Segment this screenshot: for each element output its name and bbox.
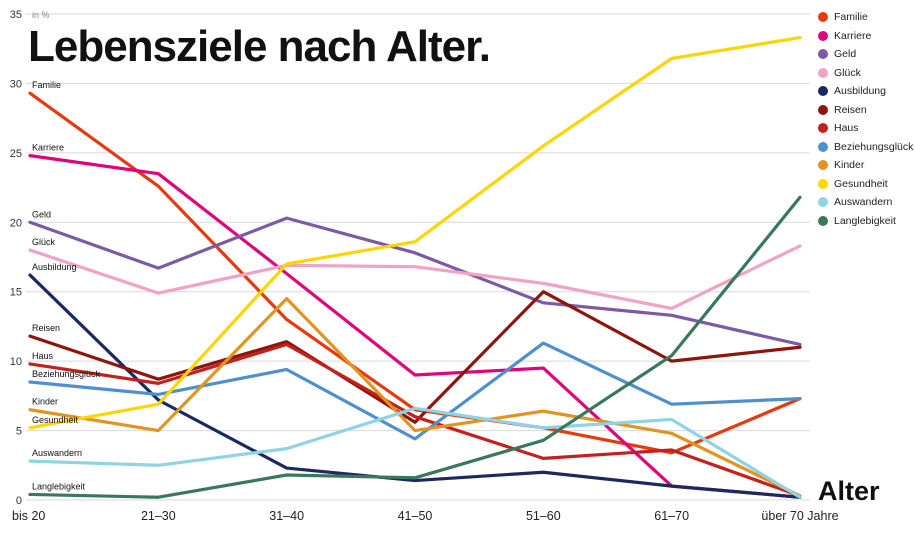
legend-label-auswandern: Auswandern	[834, 196, 893, 209]
series-line-ausbildung	[28, 273, 802, 499]
series-line-langlebigkeit	[28, 195, 802, 499]
legend-dot-langlebigkeit	[818, 215, 828, 226]
legend-item-familie: Familie	[818, 8, 913, 27]
x-tick-label-31-40: 31–40	[269, 509, 304, 523]
chart-title: Lebensziele nach Alter.	[28, 22, 491, 71]
legend-label-gluck: Glück	[834, 66, 861, 79]
series-start-label-familie: Familie	[32, 80, 61, 90]
legend-label-ausbildung: Ausbildung	[834, 85, 886, 98]
legend-label-gesundheit: Gesundheit	[834, 177, 888, 190]
y-tick-label: 35	[10, 9, 22, 21]
series-line-reisen	[28, 290, 802, 424]
legend-item-ausbildung: Ausbildung	[818, 82, 913, 101]
series-line-gluck	[28, 244, 802, 310]
legend-dot-reisen	[818, 104, 828, 115]
series-start-label-beziehungsgluck: Beziehungsglück	[32, 369, 101, 379]
x-tick-label-21-30: 21–30	[141, 509, 176, 523]
series-start-label-kinder: Kinder	[32, 397, 58, 407]
y-tick-label: 10	[10, 356, 22, 368]
series-line-auswandern	[28, 406, 802, 499]
legend-dot-haus	[818, 123, 828, 134]
series-start-label-langlebigkeit: Langlebigkeit	[32, 481, 86, 491]
legend-item-geld: Geld	[818, 45, 913, 64]
x-tick-label-41-50: 41–50	[398, 509, 433, 523]
series-line-kinder	[28, 297, 802, 498]
x-axis-label: Alter	[818, 476, 880, 506]
y-tick-label: 30	[10, 78, 22, 90]
legend-item-beziehungsgluck: Beziehungsglück	[818, 138, 913, 157]
legend-item-haus: Haus	[818, 119, 913, 138]
series-start-label-karriere: Karriere	[32, 143, 64, 153]
y-tick-label: 5	[16, 426, 22, 438]
x-tick-label-61-70: 61–70	[654, 509, 689, 523]
series-start-label-haus: Haus	[32, 351, 54, 361]
legend-dot-gluck	[818, 67, 828, 78]
legend-dot-geld	[818, 49, 828, 60]
x-tick-label-uber-70-jahre: über 70 Jahre	[761, 509, 838, 523]
legend-label-reisen: Reisen	[834, 103, 867, 116]
legend-label-karriere: Karriere	[834, 29, 872, 42]
x-tick-label-51-60: 51–60	[526, 509, 561, 523]
legend-item-gesundheit: Gesundheit	[818, 175, 913, 194]
legend-item-reisen: Reisen	[818, 101, 913, 120]
series-start-label-gluck: Glück	[32, 237, 56, 247]
legend-label-beziehungsgluck: Beziehungsglück	[834, 140, 914, 153]
legend-dot-beziehungsgluck	[818, 141, 828, 152]
legend-dot-ausbildung	[818, 86, 828, 97]
legend-item-gluck: Glück	[818, 64, 913, 83]
series-start-label-ausbildung: Ausbildung	[32, 262, 77, 272]
legend-dot-familie	[818, 12, 828, 23]
legend-dot-gesundheit	[818, 178, 828, 189]
y-tick-label: 20	[10, 217, 22, 229]
x-tick-label-bis-20: bis 20	[12, 509, 45, 523]
series-line-geld	[28, 216, 802, 347]
y-axis-unit-label: in %	[32, 10, 50, 20]
series-start-label-reisen: Reisen	[32, 323, 60, 333]
legend-item-auswandern: Auswandern	[818, 193, 913, 212]
series-line-gesundheit	[28, 36, 802, 430]
legend-dot-kinder	[818, 160, 828, 171]
y-tick-label: 0	[16, 495, 22, 507]
series-line-familie	[28, 91, 802, 455]
legend-dot-karriere	[818, 30, 828, 41]
legend-label-geld: Geld	[834, 48, 857, 61]
series-start-label-gesundheit: Gesundheit	[32, 415, 79, 425]
legend-label-langlebigkeit: Langlebigkeit	[834, 214, 896, 227]
legend-label-kinder: Kinder	[834, 159, 865, 172]
legend-dot-auswandern	[818, 197, 828, 208]
legend: Familie Karriere Geld Glück Ausbildung Reisen…	[818, 8, 913, 230]
series-line-haus	[28, 342, 802, 498]
series-start-label-auswandern: Auswandern	[32, 448, 82, 458]
y-tick-label: 25	[10, 148, 22, 160]
legend-item-langlebigkeit: Langlebigkeit	[818, 212, 913, 231]
legend-label-familie: Familie	[834, 11, 868, 24]
series-start-label-geld: Geld	[32, 209, 51, 219]
series-line-beziehungsgluck	[28, 341, 802, 441]
legend-item-karriere: Karriere	[818, 27, 913, 46]
legend-label-haus: Haus	[834, 122, 859, 135]
y-tick-label: 15	[10, 287, 22, 299]
legend-item-kinder: Kinder	[818, 156, 913, 175]
